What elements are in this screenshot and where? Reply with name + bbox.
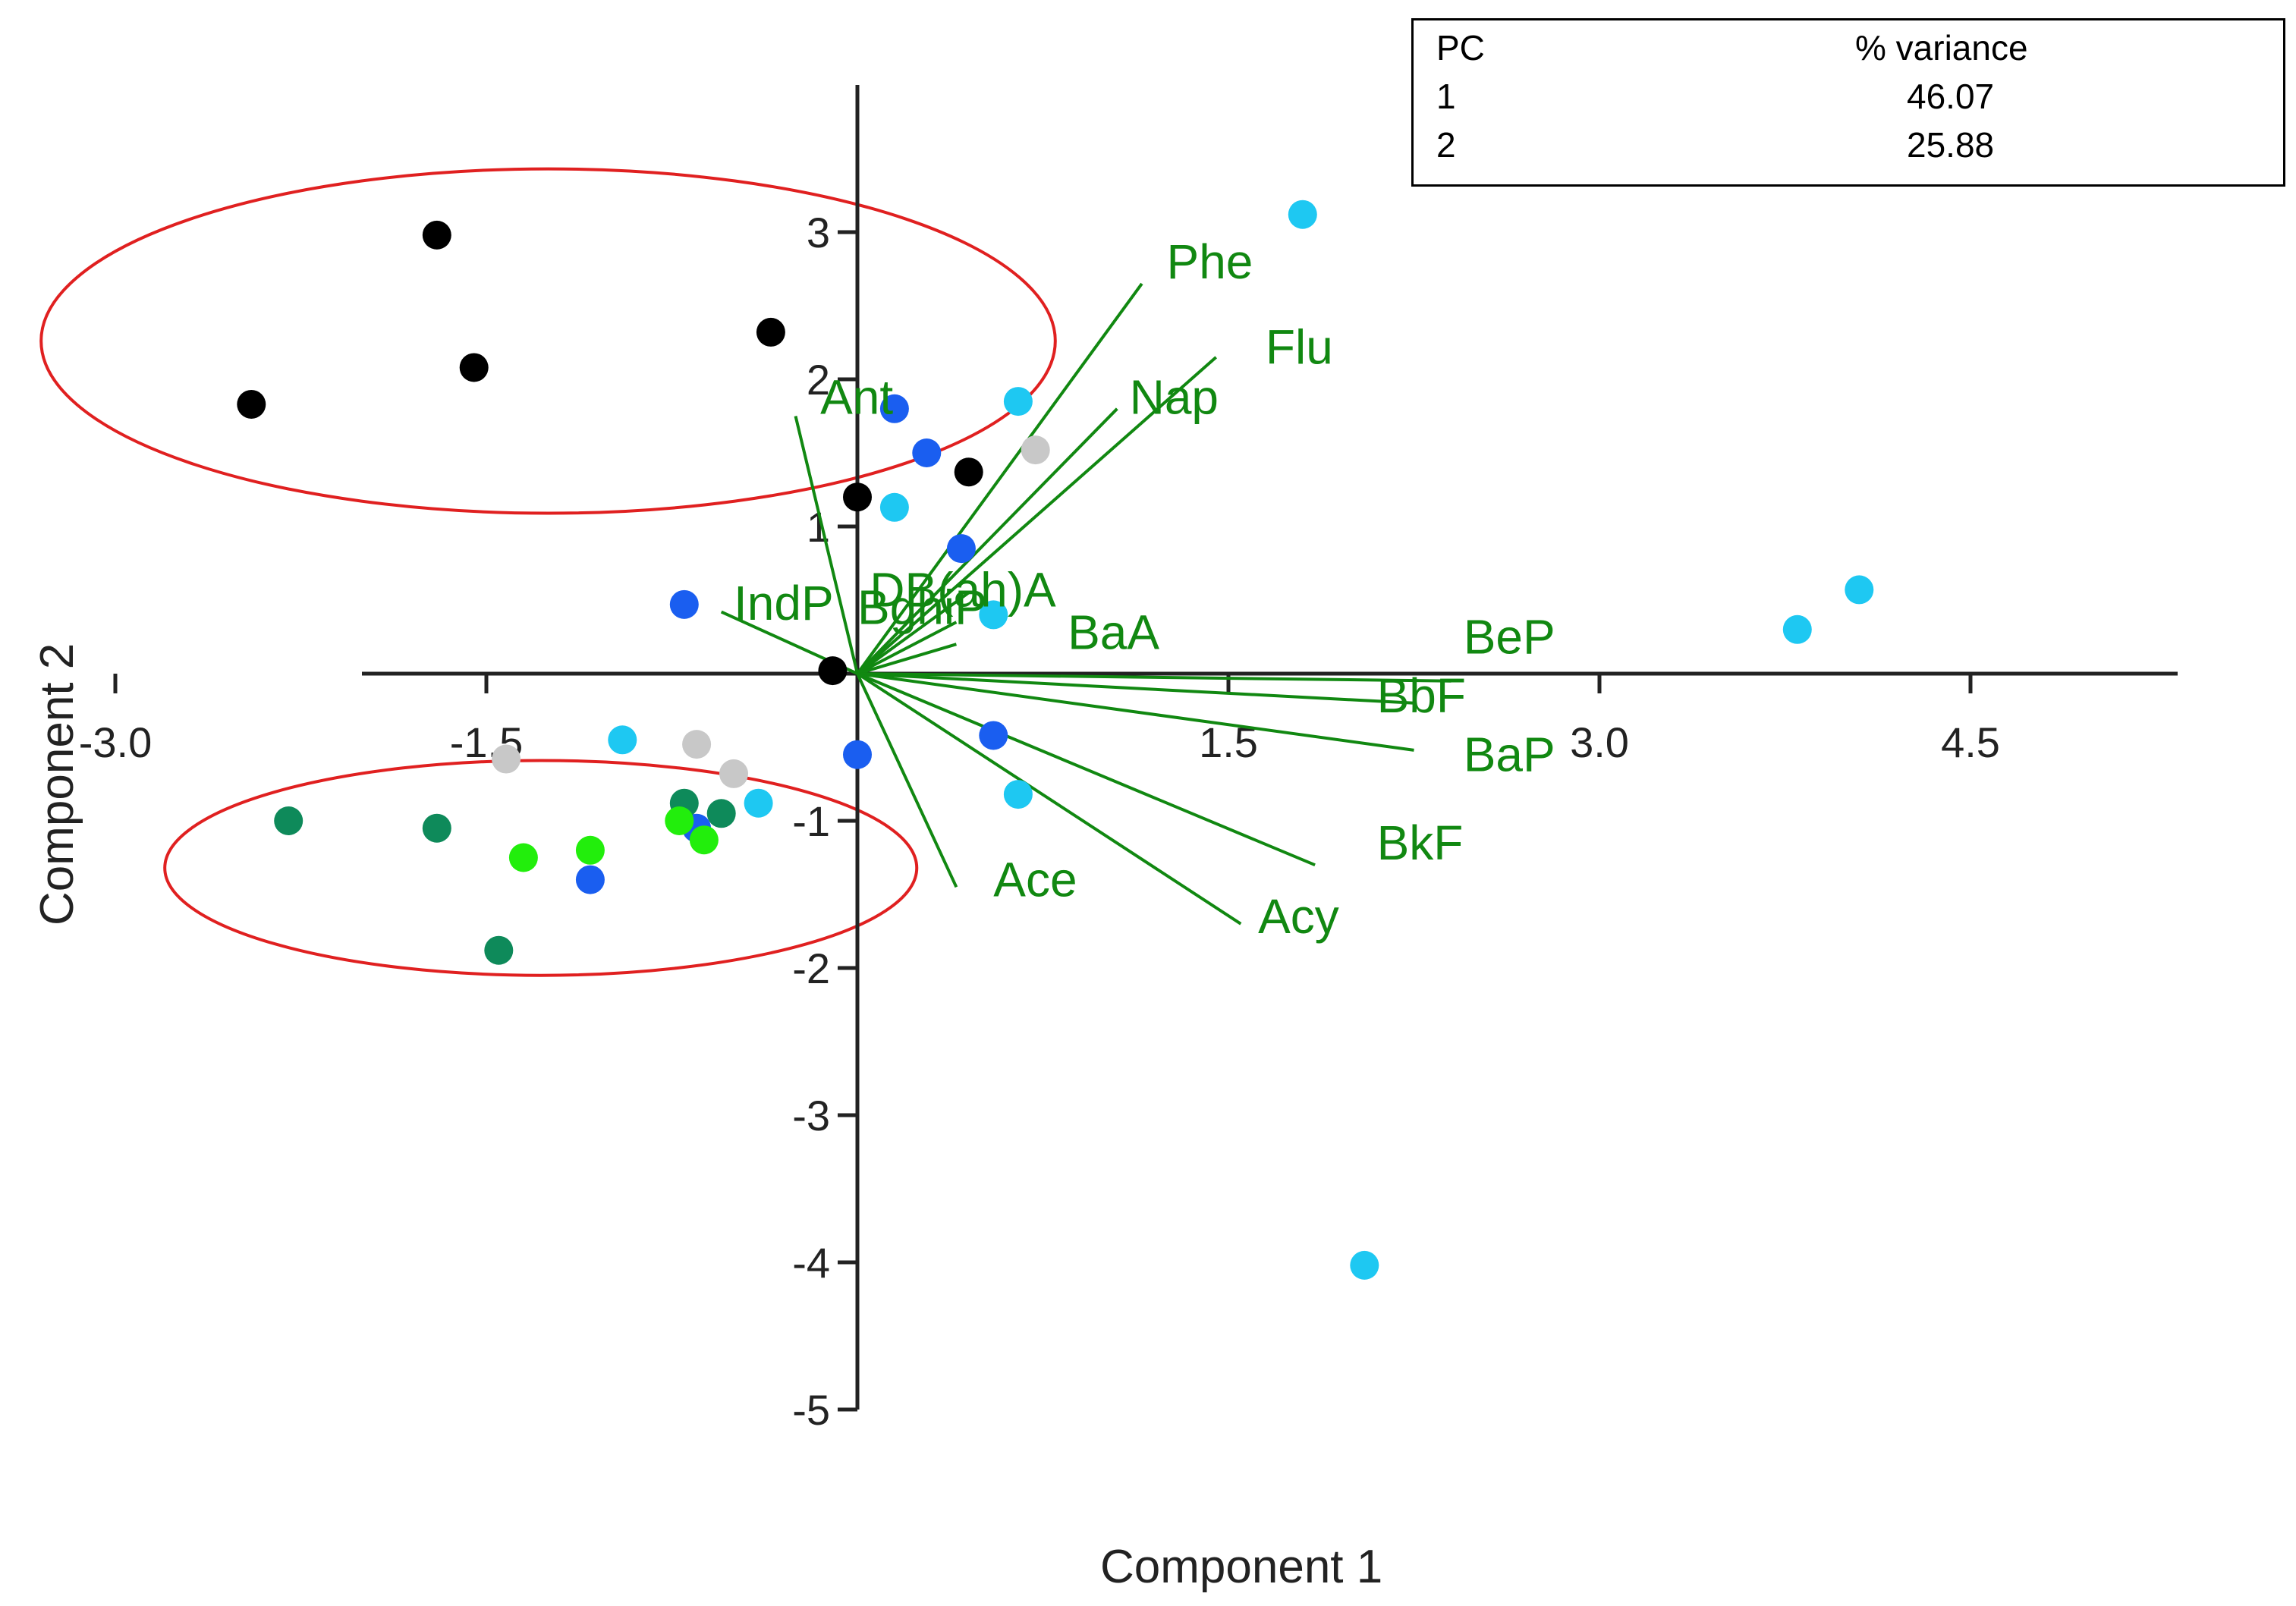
y-tick-label: -4: [792, 1239, 830, 1287]
point-black: [756, 317, 785, 347]
loading-vector-bkf: [857, 672, 1316, 867]
point-black: [818, 656, 848, 686]
loading-vector-bap: [857, 672, 1414, 752]
loading-label-nap: Nap: [1130, 369, 1219, 424]
point-gray: [719, 759, 748, 788]
loading-label-ant: Ant: [820, 369, 893, 424]
loading-vector-db(ah)a: [856, 591, 970, 675]
loading-label-bkf: BkF: [1377, 816, 1464, 870]
point-gray: [492, 744, 521, 774]
ellipse-layer: [39, 167, 1057, 977]
variance-table-row1-value: 46.07: [1907, 77, 1995, 116]
point-black: [237, 389, 266, 419]
point-cyan: [1782, 614, 1812, 644]
point-cyan: [744, 788, 773, 818]
point-blue: [575, 865, 605, 894]
point-cyan: [879, 492, 909, 522]
x-tick-label: 3.0: [1570, 718, 1629, 766]
y-tick-label: 2: [807, 356, 830, 404]
point-blue: [979, 721, 1008, 750]
loading-label-ace: Ace: [993, 853, 1077, 907]
loading-vector-bep: [857, 672, 1452, 683]
cluster-ellipse: [39, 167, 1057, 515]
point-blue: [946, 534, 976, 564]
point-lime: [575, 835, 605, 865]
loading-vector-ace: [856, 673, 958, 888]
loading-vector-ant: [794, 416, 859, 674]
y-tick-label: -5: [792, 1386, 830, 1434]
variance-table-header-variance: % variance: [1855, 28, 2028, 68]
loading-label-acy: Acy: [1258, 889, 1339, 944]
point-black: [954, 457, 983, 487]
point-cyan: [1350, 1250, 1379, 1280]
point-cyan: [1845, 575, 1874, 605]
loading-label-bghip: BghiP: [857, 580, 987, 635]
point-cyan: [979, 600, 1008, 630]
point-cyan: [1003, 387, 1033, 416]
point-blue: [912, 438, 942, 467]
point-black: [459, 353, 489, 382]
loading-label-flu: Flu: [1266, 319, 1333, 374]
variance-table-header-pc: PC: [1436, 28, 1485, 68]
point-cyan: [1288, 200, 1317, 229]
loading-label-phe: Phe: [1167, 234, 1253, 289]
loading-vector-nap: [856, 407, 1118, 675]
loading-label-indp: IndP: [734, 576, 834, 630]
point-cyan: [1003, 780, 1033, 809]
loading-label-bep: BeP: [1464, 610, 1555, 665]
variance-table-row2-pc: 2: [1436, 125, 1456, 165]
loading-vector-acy: [856, 672, 1242, 926]
point-gray: [682, 730, 712, 759]
loading-label-bbf: BbF: [1377, 668, 1466, 723]
point-blue: [879, 394, 909, 423]
y-tick-label: -1: [792, 797, 830, 845]
x-axis-title: Component 1: [1100, 1541, 1383, 1593]
point-lime: [665, 806, 694, 835]
cluster-ellipse: [163, 759, 919, 977]
point-teal: [484, 935, 514, 965]
score-points: [237, 200, 1874, 1280]
point-cyan: [608, 725, 637, 755]
point-black: [843, 482, 872, 512]
loading-vector-baa: [857, 643, 957, 675]
loading-vectors: [720, 282, 1452, 926]
point-teal: [274, 806, 304, 835]
y-tick-label: -3: [792, 1092, 830, 1139]
point-teal: [422, 813, 451, 843]
point-lime: [689, 825, 719, 855]
point-lime: [508, 843, 538, 872]
loading-label-db(ah)a: DB(ah)A: [870, 562, 1056, 617]
variance-table: PC % variance 1 46.07 2 25.88: [1411, 18, 2285, 187]
point-black: [422, 220, 451, 250]
variance-table-row2-value: 25.88: [1907, 125, 1995, 165]
loading-vector-bbf: [857, 672, 1414, 705]
loading-vector-phe: [856, 282, 1143, 675]
loading-label-bap: BaP: [1464, 728, 1555, 782]
point-teal: [706, 799, 736, 828]
point-blue: [669, 589, 699, 619]
loading-vector-bghip: [857, 621, 958, 675]
y-axis-title: Component 2: [31, 643, 83, 926]
point-gray: [1021, 435, 1050, 465]
x-tick-label: 4.5: [1941, 718, 2000, 766]
y-tick-label: 3: [807, 209, 830, 256]
point-blue: [843, 740, 872, 769]
variance-table-row1-pc: 1: [1436, 77, 1456, 116]
x-tick-label: -3.0: [79, 718, 153, 766]
y-tick-label: -2: [792, 944, 830, 992]
loading-label-baa: BaA: [1068, 605, 1159, 660]
loading-vector-flu: [856, 356, 1218, 675]
